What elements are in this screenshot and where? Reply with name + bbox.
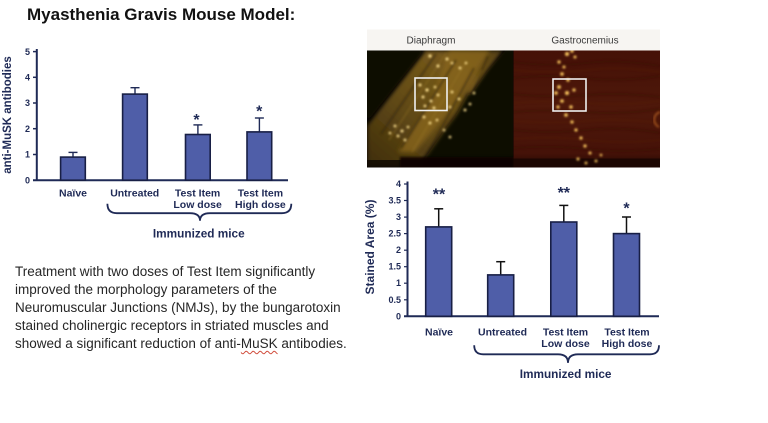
svg-text:0: 0 [396, 311, 401, 321]
svg-text:0: 0 [25, 175, 30, 185]
svg-text:1.5: 1.5 [388, 262, 401, 272]
svg-text:*: * [193, 112, 200, 129]
svg-text:High dose: High dose [235, 199, 286, 211]
svg-text:4: 4 [396, 179, 401, 189]
svg-text:2.5: 2.5 [388, 229, 401, 239]
svg-text:Low dose: Low dose [173, 199, 222, 211]
svg-text:2: 2 [25, 124, 30, 134]
svg-text:**: ** [433, 187, 446, 204]
svg-text:*: * [623, 201, 630, 218]
svg-text:Naïve: Naïve [425, 327, 453, 339]
svg-text:Gastrocnemius: Gastrocnemius [551, 36, 618, 47]
svg-text:Test Item: Test Item [238, 187, 283, 199]
svg-text:*: * [256, 104, 263, 121]
svg-text:5: 5 [25, 47, 30, 57]
svg-text:3: 3 [25, 98, 30, 108]
svg-text:**: ** [558, 185, 571, 202]
svg-text:4: 4 [25, 73, 30, 83]
svg-text:Immunized mice: Immunized mice [520, 367, 612, 381]
svg-text:Test Item: Test Item [604, 327, 649, 339]
svg-text:Untreated: Untreated [110, 187, 159, 199]
svg-text:0.5: 0.5 [388, 295, 401, 305]
svg-text:1: 1 [25, 150, 30, 160]
svg-text:2: 2 [396, 245, 401, 255]
svg-text:1: 1 [396, 278, 401, 288]
svg-text:3: 3 [396, 212, 401, 222]
svg-text:Stained Area (%): Stained Area (%) [363, 200, 377, 295]
svg-text:3.5: 3.5 [388, 196, 401, 206]
svg-text:Immunized mice: Immunized mice [153, 227, 245, 241]
svg-text:Test Item: Test Item [175, 187, 220, 199]
svg-text:Untreated: Untreated [478, 327, 527, 339]
svg-text:Diaphragm: Diaphragm [407, 36, 456, 47]
svg-text:Test Item: Test Item [543, 327, 588, 339]
svg-text:anti-MuSK antibodies: anti-MuSK antibodies [2, 56, 14, 174]
svg-text:Low dose: Low dose [541, 338, 590, 350]
svg-text:High dose: High dose [602, 338, 653, 350]
svg-text:Naïve: Naïve [59, 187, 87, 199]
